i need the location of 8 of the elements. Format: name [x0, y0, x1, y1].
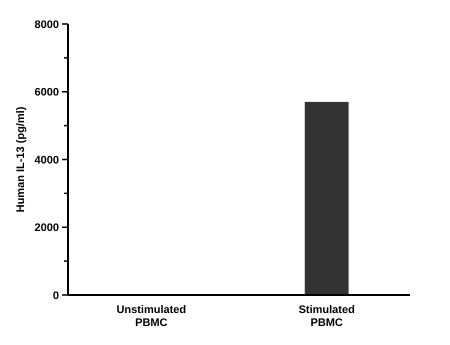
y-tick-label: 8000 — [34, 18, 59, 31]
y-tick-label: 0 — [52, 290, 59, 302]
x-tick-label: Stimulated PBMC — [298, 304, 355, 329]
x-tick-label: Unstimulated PBMC — [116, 304, 186, 329]
y-tick-label: 4000 — [34, 154, 59, 166]
y-tick-label: 2000 — [34, 222, 59, 234]
y-tick-label: 6000 — [34, 86, 59, 99]
y-axis-title: Human IL-13 (pg/ml) — [15, 106, 27, 212]
